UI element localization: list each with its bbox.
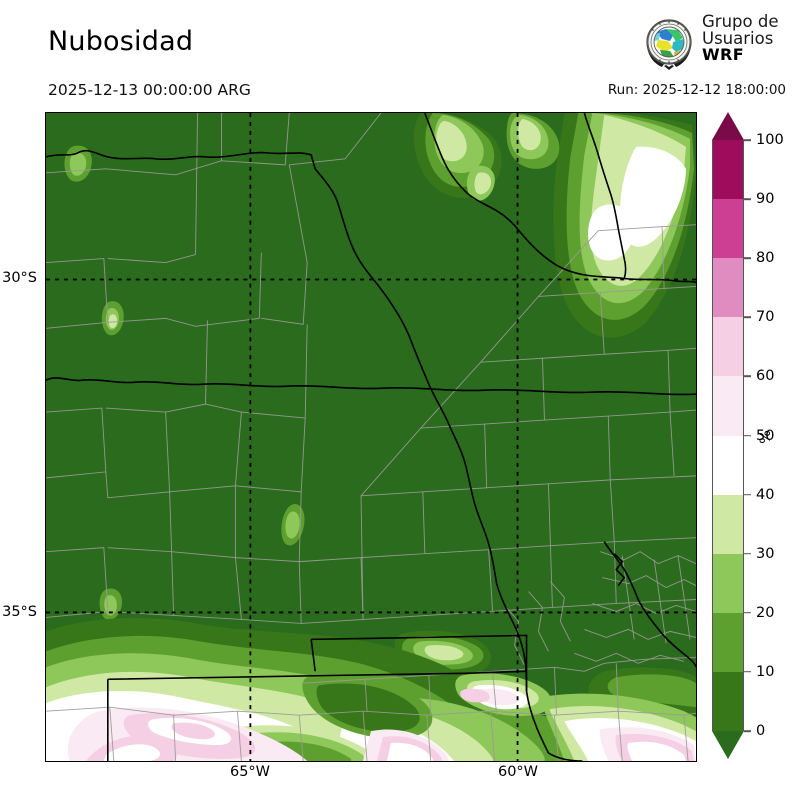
colorbar-tick-label: 90 [756,191,775,208]
colorbar-tick [744,552,751,555]
colorbar-segment [713,494,743,555]
colorbar-tick-label: 50 [756,427,775,444]
colorbar-tick [744,671,751,673]
brand-line-3: WRF [702,45,745,64]
colorbar-tick [744,730,751,732]
colorbar-unit-label: % [758,430,774,444]
colorbar-tick-label: 10 [756,663,775,680]
colorbar-tick-label: 60 [756,368,775,385]
latitude-axis: 30°S 35°S [0,112,41,762]
colorbar-tick [744,493,751,496]
colorbar-tick [744,257,751,259]
colorbar-tick [744,198,751,200]
colorbar-segment [713,671,743,732]
forecast-map[interactable] [45,112,697,762]
page-title: Nubosidad [48,26,194,57]
colorbar-over-arrow [712,112,744,140]
colorbar-tick-label: 20 [756,604,775,621]
brand-line-1: Grupo de [702,12,779,31]
colorbar-segment [713,612,743,673]
brand-line-2: Usuarios [702,28,774,48]
cloud-cover-raster [46,113,696,761]
colorbar-under-arrow [712,731,744,759]
colorbar-tick-label: 80 [756,250,775,267]
longitude-axis: 65°W 60°W [45,764,697,790]
colorbar-segment [713,140,743,200]
brand-logo-text: Grupo de Usuarios WRF [702,12,779,64]
colorbar-segment [713,435,743,496]
wrf-globe-seal-icon [640,14,698,72]
run-time-label: Run: 2025-12-12 18:00:00 [607,82,786,98]
longitude-tick-label: 65°W [229,764,271,780]
latitude-tick-label: 35°S [2,604,37,620]
colorbar-segment [713,376,743,437]
colorbar-tick-label: 40 [756,486,775,503]
colorbar-segment [713,317,743,377]
colorbar-tick-label: 30 [756,545,775,562]
colorbar-gradient [712,140,744,732]
colorbar-tick-label: 70 [756,309,775,326]
colorbar-tick [744,375,751,378]
brand-logo: Grupo de Usuarios WRF [640,12,792,74]
colorbar-segment [713,258,743,318]
colorbar-segment [713,199,743,259]
colorbar-tick-label: 0 [756,723,766,739]
colorbar[interactable]: 100 90 80 70 60 50 40 30 20 10 0 [707,112,784,762]
longitude-tick-label: 60°W [497,764,539,780]
latitude-tick-label: 30°S [2,270,37,286]
colorbar-tick [744,612,751,614]
colorbar-tick-label: 100 [756,132,784,148]
colorbar-tick [744,434,751,437]
colorbar-segment [713,553,743,614]
valid-time-label: 2025-12-13 00:00:00 ARG [48,81,251,99]
colorbar-tick [744,139,751,141]
colorbar-tick [744,316,751,319]
